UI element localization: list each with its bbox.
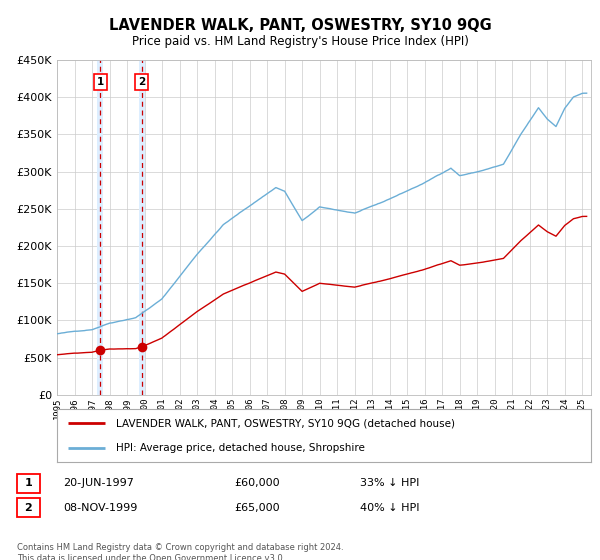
Text: 40% ↓ HPI: 40% ↓ HPI (360, 503, 419, 513)
Text: LAVENDER WALK, PANT, OSWESTRY, SY10 9QG (detached house): LAVENDER WALK, PANT, OSWESTRY, SY10 9QG … (116, 418, 455, 428)
Bar (139, 60, 145, 395)
Text: 33% ↓ HPI: 33% ↓ HPI (360, 478, 419, 488)
Text: 08-NOV-1999: 08-NOV-1999 (63, 503, 137, 513)
Text: 2: 2 (138, 77, 146, 87)
Text: £65,000: £65,000 (234, 503, 280, 513)
Bar (97, 60, 103, 395)
Text: 1: 1 (25, 478, 32, 488)
Text: 1: 1 (97, 77, 104, 87)
Text: Price paid vs. HM Land Registry's House Price Index (HPI): Price paid vs. HM Land Registry's House … (131, 35, 469, 49)
Text: £60,000: £60,000 (234, 478, 280, 488)
Text: Contains HM Land Registry data © Crown copyright and database right 2024.
This d: Contains HM Land Registry data © Crown c… (17, 543, 343, 560)
Text: 2: 2 (25, 503, 32, 513)
Text: HPI: Average price, detached house, Shropshire: HPI: Average price, detached house, Shro… (116, 442, 365, 452)
Text: LAVENDER WALK, PANT, OSWESTRY, SY10 9QG: LAVENDER WALK, PANT, OSWESTRY, SY10 9QG (109, 18, 491, 32)
Text: 20-JUN-1997: 20-JUN-1997 (63, 478, 134, 488)
